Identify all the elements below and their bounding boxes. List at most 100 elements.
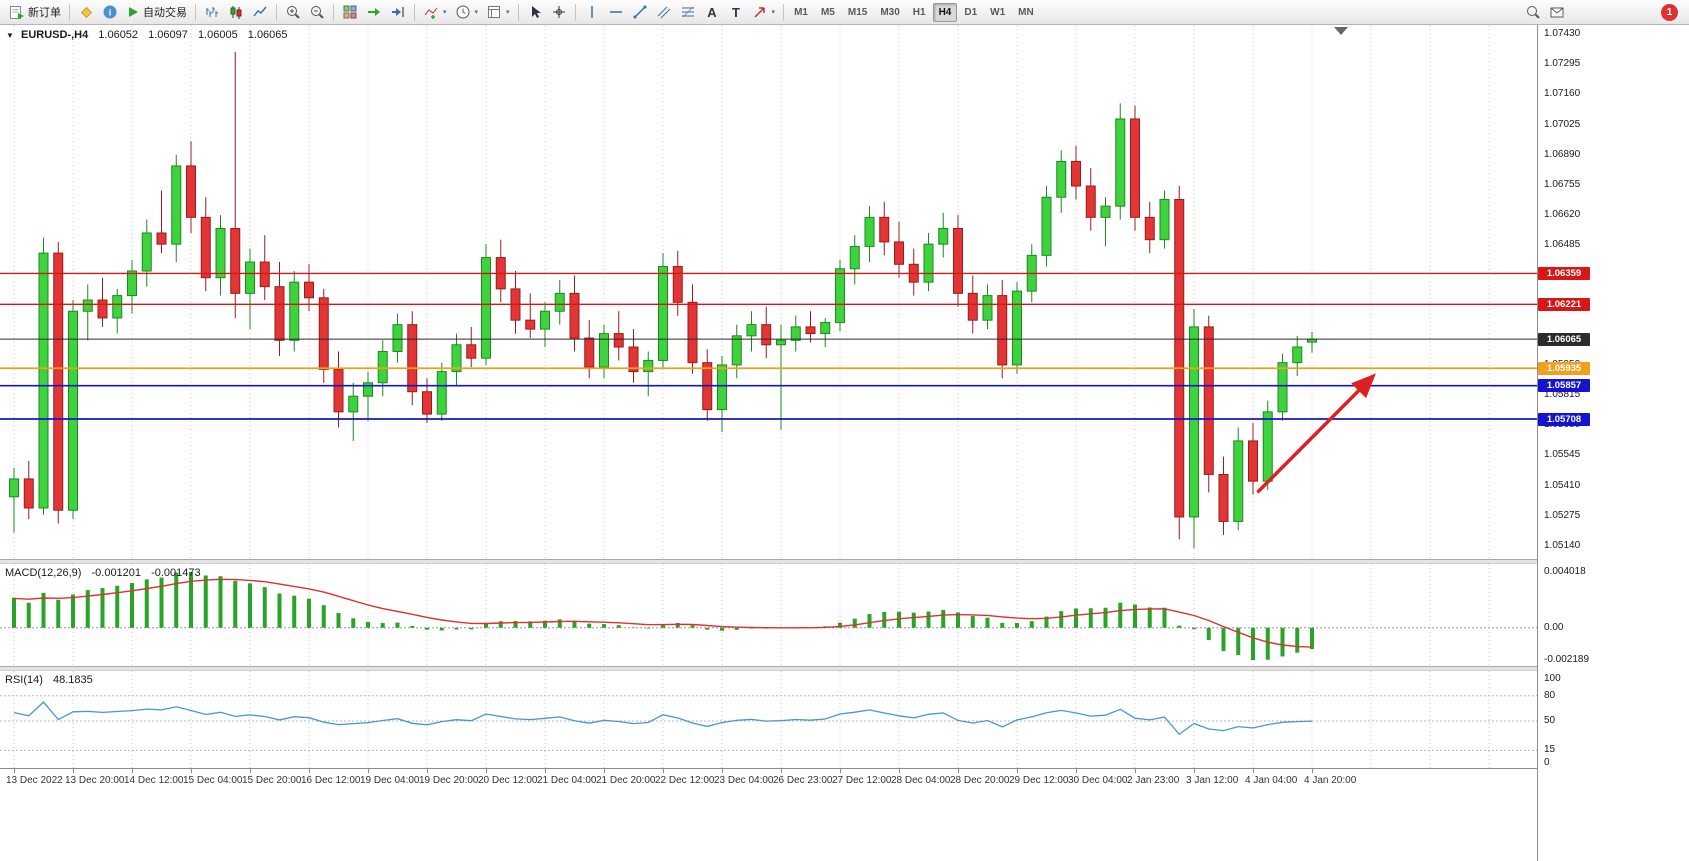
time-axis-label: 13 Dec 2022 — [6, 775, 63, 786]
collapse-triangle-icon: ▼ — [6, 31, 14, 40]
auto-trading-button[interactable]: 自动交易 — [122, 2, 191, 23]
arrows-tool-button[interactable]: ▾ — [748, 2, 780, 23]
notification-badge[interactable]: 1 — [1661, 3, 1678, 21]
toolbar-separator — [574, 3, 576, 21]
fibonacci-tool-button[interactable] — [676, 2, 700, 23]
time-axis-label: 21 Dec 04:00 — [537, 775, 597, 786]
timeframe-button-d1[interactable]: D1 — [964, 6, 978, 18]
templates-button[interactable]: ▾ — [482, 2, 514, 23]
panel-divider[interactable] — [0, 666, 1689, 671]
indicators-icon — [423, 4, 439, 20]
channel-tool-button[interactable] — [652, 2, 676, 23]
panel-divider[interactable] — [0, 559, 1689, 564]
toolbar-separator — [414, 3, 415, 21]
auto-scroll-button[interactable] — [362, 2, 386, 23]
trend-arrow-annotation[interactable] — [1256, 373, 1376, 494]
rsi-value: 48.1835 — [52, 674, 93, 686]
time-axis-label: 4 Jan 20:00 — [1304, 775, 1357, 786]
ohlc-open: 1.06052 — [98, 29, 139, 41]
price-scale-label: 1.07295 — [1544, 58, 1581, 70]
toolbar-separator — [517, 3, 519, 21]
time-axis-tick — [486, 769, 487, 773]
rsi-canvas[interactable] — [0, 671, 1537, 768]
macd-canvas[interactable] — [0, 564, 1537, 666]
wizard-button[interactable] — [74, 2, 98, 23]
timeframe-button-w1[interactable]: W1 — [990, 6, 1006, 18]
new-order-label: 新订单 — [28, 7, 61, 19]
zoom-out-button[interactable] — [305, 2, 329, 23]
text-icon: A — [704, 4, 720, 20]
price-scale[interactable]: 1.07430 1.07295 1.07160 1.07025 1.06890 1.067… — [1537, 25, 1689, 861]
main-toolbar: 新订单 i 自动交易 ▾ ▾ ▾ A T ▾ M1 M5 M15 M30 H1 H4 D1 W… — [0, 0, 1689, 25]
vertical-line-tool-button[interactable] — [580, 2, 604, 23]
price-chart-canvas[interactable] — [0, 25, 1537, 559]
chart-shift-button[interactable] — [386, 2, 410, 23]
macd-scale-label: -0.002189 — [1544, 654, 1590, 665]
macd-label: MACD(12,26,9) — [5, 567, 82, 579]
time-axis-label: 28 Dec 20:00 — [950, 775, 1010, 786]
timeframe-button-m30[interactable]: M30 — [880, 6, 900, 18]
time-axis-tick — [545, 769, 546, 773]
timeframe-button-h1[interactable]: H1 — [912, 6, 926, 18]
time-axis-tick — [14, 769, 15, 773]
crosshair-tool-button[interactable] — [547, 2, 571, 23]
toolbar-separator — [276, 3, 277, 21]
chevron-down-icon: ▾ — [443, 9, 447, 16]
time-axis-label: 22 Dec 12:00 — [655, 775, 715, 786]
price-badge: 1.06065 — [1538, 332, 1590, 346]
time-axis-label: 29 Dec 12:00 — [1009, 775, 1069, 786]
trendline-tool-button[interactable] — [628, 2, 652, 23]
timeframe-button-m5[interactable]: M5 — [820, 6, 835, 18]
time-axis[interactable]: 13 Dec 2022 13 Dec 20:00 14 Dec 12:00 15 De… — [0, 768, 1537, 796]
new-order-button[interactable]: 新订单 — [5, 2, 65, 23]
time-axis-label: 4 Jan 04:00 — [1245, 775, 1298, 786]
chevron-down-icon: ▾ — [474, 9, 479, 16]
timeframe-button-m15[interactable]: M15 — [847, 6, 868, 18]
chart-shift-marker[interactable] — [1334, 27, 1348, 35]
time-axis-tick — [958, 769, 959, 773]
timeframe-button-mn[interactable]: MN — [1018, 6, 1034, 18]
macd-panel[interactable]: MACD(12,26,9) -0.001201 -0.001473 — [0, 564, 1537, 666]
tile-windows-button[interactable] — [338, 2, 362, 23]
toolbar-separator — [195, 3, 196, 21]
periods-button[interactable]: ▾ — [451, 2, 483, 23]
text-label-tool-button[interactable]: T — [724, 2, 748, 23]
time-axis-tick — [1017, 769, 1018, 773]
timeframe-button-m1[interactable]: M1 — [794, 6, 808, 18]
mail-button[interactable] — [1545, 2, 1569, 23]
candlestick-chart-button[interactable] — [224, 2, 248, 23]
search-button[interactable] — [1521, 2, 1545, 23]
time-axis-tick — [1135, 769, 1136, 773]
time-axis-label: 16 Dec 12:00 — [301, 775, 361, 786]
time-axis-label: 19 Dec 04:00 — [360, 775, 420, 786]
macd-title: MACD(12,26,9) -0.001201 -0.001473 — [5, 567, 201, 579]
time-axis-tick — [368, 769, 369, 773]
indicators-button[interactable]: ▾ — [419, 2, 451, 23]
time-axis-tick — [781, 769, 782, 773]
time-axis-label: 14 Dec 12:00 — [124, 775, 184, 786]
channel-icon — [656, 4, 672, 20]
search-icon — [1525, 4, 1541, 20]
chart-shift-icon — [390, 4, 406, 20]
timeframe-button-h4[interactable]: H4 — [932, 2, 958, 22]
horizontal-line-tool-button[interactable] — [604, 2, 628, 23]
chevron-down-icon: ▾ — [506, 9, 510, 16]
rsi-panel[interactable]: RSI(14) 48.1835 — [0, 671, 1537, 768]
bar-chart-button[interactable] — [200, 2, 224, 23]
price-badge: 1.05708 — [1538, 412, 1590, 426]
line-chart-button[interactable] — [248, 2, 272, 23]
price-scale-label: 1.06485 — [1544, 239, 1581, 251]
price-scale-label: 1.05140 — [1544, 539, 1581, 551]
time-axis-tick — [73, 769, 74, 773]
rsi-scale-label: 15 — [1544, 744, 1556, 756]
macd-value: -0.001201 — [91, 567, 142, 579]
time-axis-tick — [663, 769, 664, 773]
price-badge: 1.05857 — [1538, 379, 1590, 393]
cursor-tool-button[interactable] — [523, 2, 547, 23]
info-button[interactable]: i — [98, 2, 122, 23]
zoom-in-button[interactable] — [281, 2, 305, 23]
text-tool-button[interactable]: A — [700, 2, 724, 23]
time-axis-tick — [1194, 769, 1195, 773]
price-chart-panel[interactable]: ▼ EURUSD-,H4 1.06052 1.06097 1.06005 1.0… — [0, 25, 1537, 559]
svg-text:A: A — [707, 5, 717, 20]
